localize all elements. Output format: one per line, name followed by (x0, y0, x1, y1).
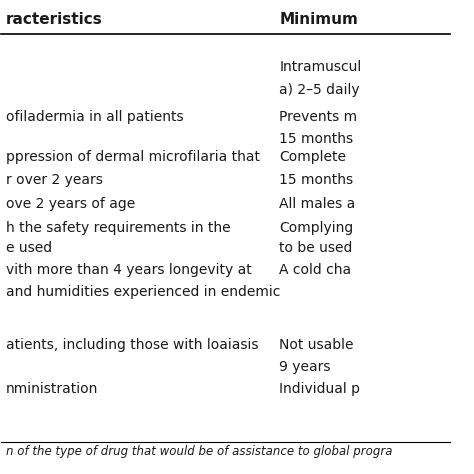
Text: 15 months: 15 months (279, 132, 354, 146)
Text: r over 2 years: r over 2 years (6, 173, 103, 187)
Text: Minimum: Minimum (279, 12, 358, 27)
Text: Not usable: Not usable (279, 338, 354, 352)
Text: All males a: All males a (279, 197, 356, 211)
Text: Intramuscul: Intramuscul (279, 60, 362, 74)
Text: Individual p: Individual p (279, 382, 360, 396)
Text: Complying: Complying (279, 220, 354, 235)
Text: h the safety requirements in the: h the safety requirements in the (6, 220, 230, 235)
Text: nministration: nministration (6, 382, 98, 396)
Text: 9 years: 9 years (279, 359, 331, 374)
Text: e used: e used (6, 241, 52, 255)
Text: Prevents m: Prevents m (279, 110, 357, 124)
Text: to be used: to be used (279, 241, 353, 255)
Text: ofiladermia in all patients: ofiladermia in all patients (6, 110, 183, 124)
Text: atients, including those with loaiasis: atients, including those with loaiasis (6, 338, 258, 352)
Text: ove 2 years of age: ove 2 years of age (6, 197, 135, 211)
Text: A cold cha: A cold cha (279, 263, 352, 277)
Text: Complete: Complete (279, 150, 346, 164)
Text: ppression of dermal microfilaria that: ppression of dermal microfilaria that (6, 150, 260, 164)
Text: a) 2–5 daily: a) 2–5 daily (279, 83, 360, 97)
Text: vith more than 4 years longevity at: vith more than 4 years longevity at (6, 263, 252, 277)
Text: n of the type of drug that would be of assistance to global progra: n of the type of drug that would be of a… (6, 446, 392, 458)
Text: and humidities experienced in endemic: and humidities experienced in endemic (6, 285, 280, 299)
Text: racteristics: racteristics (6, 12, 103, 27)
Text: 15 months: 15 months (279, 173, 354, 187)
